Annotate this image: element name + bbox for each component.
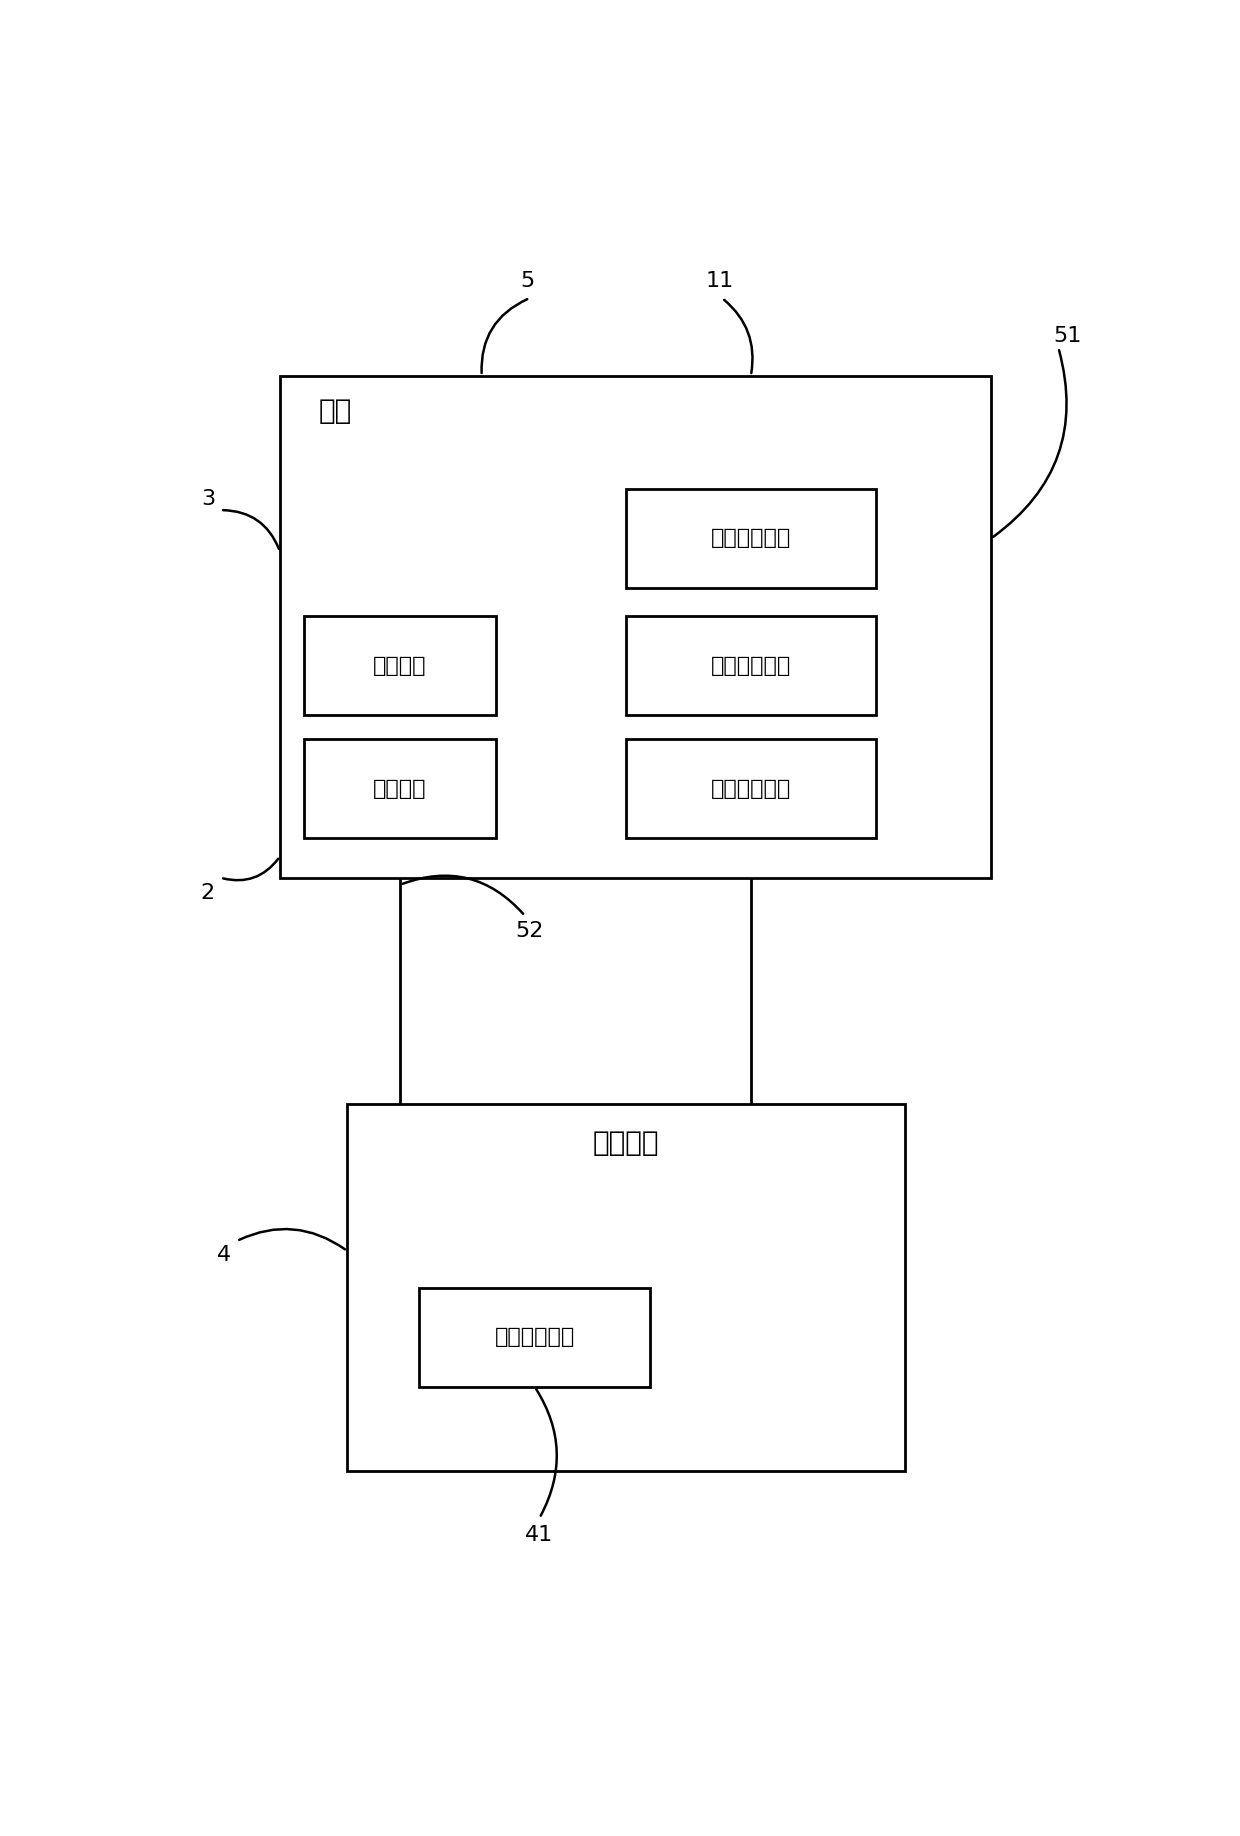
Text: 3: 3 xyxy=(201,488,215,509)
FancyBboxPatch shape xyxy=(304,740,496,837)
Text: 51: 51 xyxy=(1054,327,1083,347)
Text: 2: 2 xyxy=(201,883,215,903)
Text: 卫星定位模块: 卫星定位模块 xyxy=(711,655,791,676)
Text: 52: 52 xyxy=(516,922,544,942)
Text: 切换机构: 切换机构 xyxy=(373,655,427,676)
Text: 5: 5 xyxy=(521,272,534,292)
FancyBboxPatch shape xyxy=(304,617,496,714)
Text: 汽车: 汽车 xyxy=(319,397,352,426)
Text: 时间识别模块: 时间识别模块 xyxy=(711,529,791,549)
Text: 11: 11 xyxy=(706,272,734,292)
Text: 地理识别模块: 地理识别模块 xyxy=(495,1327,574,1348)
Text: 控制模块: 控制模块 xyxy=(373,778,427,799)
FancyBboxPatch shape xyxy=(280,376,991,878)
FancyBboxPatch shape xyxy=(347,1103,905,1471)
FancyBboxPatch shape xyxy=(626,488,875,588)
Text: 41: 41 xyxy=(526,1526,553,1546)
FancyBboxPatch shape xyxy=(419,1287,650,1386)
Text: 信号接发模块: 信号接发模块 xyxy=(711,778,791,799)
FancyBboxPatch shape xyxy=(626,617,875,714)
Text: 云计算端: 云计算端 xyxy=(593,1129,660,1157)
Text: 4: 4 xyxy=(217,1245,231,1265)
FancyBboxPatch shape xyxy=(626,740,875,837)
